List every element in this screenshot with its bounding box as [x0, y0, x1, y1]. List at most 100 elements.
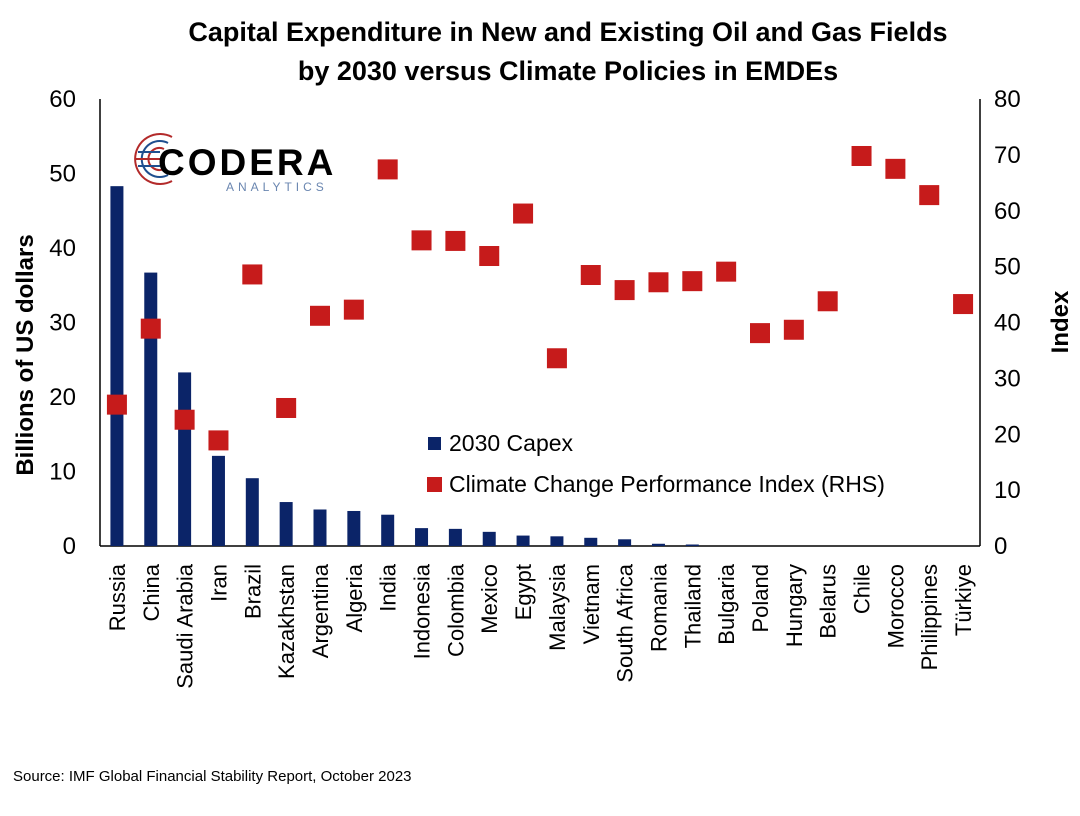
capex-bar: [550, 536, 564, 546]
ccpi-marker: [140, 318, 161, 339]
ccpi-marker: [817, 291, 838, 312]
category-label: Vietnam: [579, 564, 604, 644]
category-label: Thailand: [680, 564, 705, 648]
legend-swatch-ccpi: [427, 477, 442, 492]
ccpi-marker: [411, 230, 432, 251]
y-left-tick-label: 20: [49, 384, 76, 411]
capex-bar: [279, 502, 293, 546]
category-label: Morocco: [883, 564, 908, 648]
ccpi-marker: [648, 272, 669, 293]
y-right-tick-label: 0: [994, 533, 1007, 560]
y-axis-right-title: Index: [1047, 290, 1074, 353]
chart-title-line-1: Capital Expenditure in New and Existing …: [188, 17, 947, 47]
capex-bar: [144, 272, 158, 546]
codera-analytics-logo: CODERA ANALYTICS: [134, 133, 333, 194]
capex-bar: [381, 514, 395, 546]
capex-bar: [516, 535, 530, 546]
category-label: India: [376, 563, 401, 611]
category-label: Belarus: [816, 564, 841, 639]
category-label: Poland: [748, 564, 773, 633]
capex-bar: [415, 528, 429, 546]
logo-mark-icon: [134, 133, 173, 185]
category-label: Malaysia: [545, 563, 570, 651]
ccpi-marker: [343, 299, 364, 320]
ccpi-marker: [208, 430, 229, 451]
y-right-tick-label: 20: [994, 421, 1021, 448]
legend: 2030 Capex Climate Change Performance In…: [427, 430, 885, 497]
ccpi-marker: [614, 280, 635, 301]
category-label: Kazakhstan: [274, 564, 299, 679]
category-label: Mexico: [477, 564, 502, 634]
ccpi-marker: [479, 246, 500, 267]
capex-bar: [211, 455, 225, 546]
category-label: Iran: [206, 564, 231, 602]
y-right-tick-label: 10: [994, 477, 1021, 504]
capex-bar: [685, 544, 699, 546]
y-right-tick-label: 60: [994, 198, 1021, 225]
ccpi-marker: [919, 185, 940, 206]
capex-bar: [482, 531, 496, 546]
legend-swatch-capex: [428, 437, 441, 450]
category-label: South Africa: [613, 563, 638, 682]
category-label: Egypt: [511, 564, 536, 620]
category-label: China: [139, 563, 164, 621]
chart-title-line-2: by 2030 versus Climate Policies in EMDEs: [298, 56, 838, 86]
ccpi-marker: [377, 159, 398, 180]
category-label: Hungary: [782, 564, 807, 647]
category-label: Colombia: [443, 563, 468, 657]
y-right-tick-label: 30: [994, 365, 1021, 392]
y-left-tick-label: 60: [49, 86, 76, 113]
y-right-tick-label: 50: [994, 254, 1021, 281]
right-axis-ticks: 0 10 20 30 40 50 60 70 80: [994, 86, 1021, 560]
ccpi-marker: [174, 409, 195, 430]
y-right-tick-label: 40: [994, 310, 1021, 337]
ccpi-marker: [750, 323, 770, 344]
y-right-tick-label: 80: [994, 86, 1021, 113]
left-axis-ticks: 0 10 20 30 40 50 60: [49, 86, 76, 560]
category-label: Russia: [105, 563, 130, 631]
ccpi-marker: [783, 319, 804, 340]
category-labels: Russia China Saudi Arabia Iran Brazil Kazakhs…: [105, 563, 976, 689]
capex-bar: [584, 537, 598, 546]
capex-bar: [110, 186, 124, 547]
y-axis-left-title: Billions of US dollars: [12, 234, 39, 475]
capex-bar: [313, 509, 327, 546]
capex-bar: [618, 539, 632, 546]
ccpi-marker: [310, 305, 330, 326]
y-left-tick-label: 10: [49, 459, 76, 486]
category-label: Philippines: [917, 564, 942, 670]
y-left-tick-label: 30: [49, 310, 76, 337]
category-label: Algeria: [342, 563, 367, 632]
category-label: Indonesia: [410, 563, 435, 659]
ccpi-marker: [445, 230, 466, 251]
legend-label-capex: 2030 Capex: [449, 430, 574, 456]
y-left-tick-label: 40: [49, 235, 76, 262]
capex-bar: [651, 543, 665, 546]
capex-bar: [347, 510, 361, 546]
source-note: Source: IMF Global Financial Stability R…: [13, 768, 412, 785]
category-label: Brazil: [240, 564, 265, 619]
ccpi-marker: [580, 265, 601, 286]
ccpi-markers: [106, 145, 974, 451]
y-left-tick-label: 0: [63, 533, 76, 560]
ccpi-marker: [682, 271, 703, 292]
ccpi-marker: [953, 294, 974, 315]
capex-bar: [448, 528, 462, 546]
category-label: Türkiye: [951, 564, 976, 636]
chart-title: Capital Expenditure in New and Existing …: [188, 17, 947, 86]
category-label: Romania: [646, 563, 671, 652]
logo-subtitle: ANALYTICS: [226, 180, 328, 194]
y-left-tick-label: 50: [49, 161, 76, 188]
ccpi-marker: [276, 397, 297, 418]
ccpi-marker: [885, 158, 906, 179]
category-label: Bulgaria: [714, 563, 739, 644]
category-label: Saudi Arabia: [173, 563, 198, 689]
category-label: Chile: [850, 564, 875, 614]
capex-bar: [178, 372, 192, 546]
ccpi-marker: [851, 145, 872, 166]
ccpi-marker: [106, 394, 127, 415]
legend-label-ccpi: Climate Change Performance Index (RHS): [449, 471, 885, 497]
ccpi-marker: [716, 261, 737, 282]
ccpi-marker: [513, 203, 534, 224]
